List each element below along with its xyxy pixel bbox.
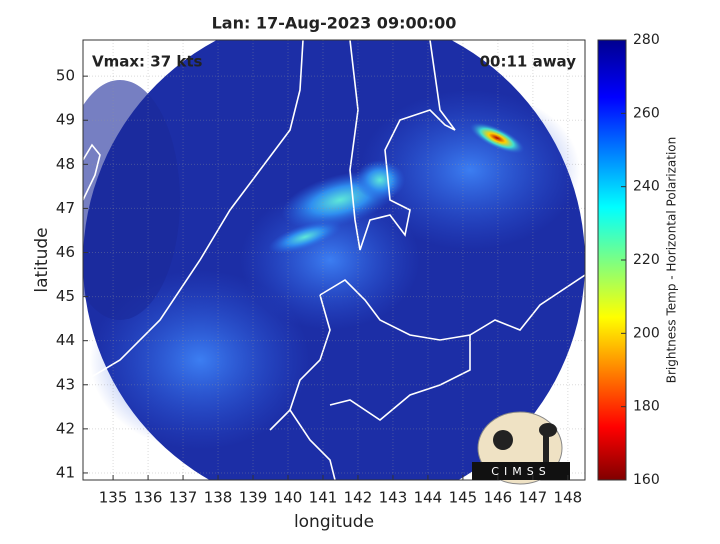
y-tick-label: 47 <box>56 199 75 217</box>
annotation: Vmax: 37 kts <box>92 53 202 71</box>
x-tick-label: 144 <box>414 489 443 507</box>
y-tick-label: 42 <box>56 419 75 437</box>
y-tick-label: 46 <box>56 243 75 261</box>
colorbar-tick-label: 280 <box>633 32 660 48</box>
x-tick-label: 145 <box>449 489 478 507</box>
colorbar-tick-label: 240 <box>633 179 660 195</box>
colorbar-tick-label: 160 <box>633 472 660 488</box>
colorbar-tick-label: 260 <box>633 105 660 121</box>
x-tick-label: 135 <box>99 489 128 507</box>
imagery <box>83 40 585 480</box>
x-tick-label: 146 <box>484 489 513 507</box>
x-tick-label: 137 <box>169 489 198 507</box>
y-tick-label: 41 <box>56 463 75 481</box>
y-tick-label: 44 <box>56 331 75 349</box>
grid <box>83 40 585 480</box>
annotation: 00:11 away <box>480 53 577 71</box>
x-tick-label: 138 <box>204 489 233 507</box>
x-tick-label: 136 <box>134 489 163 507</box>
logo-text: CIMSS <box>491 465 550 478</box>
x-tick-label: 139 <box>239 489 268 507</box>
plot-frame <box>82 39 586 481</box>
logo: CIMSS <box>472 411 570 485</box>
y-tick-label: 50 <box>56 67 75 85</box>
y-axis-label: latitude <box>32 227 52 292</box>
y-tick-label: 48 <box>56 155 75 173</box>
colorbar-label: Brightness Temp - Horizontal Polarizatio… <box>665 137 679 384</box>
colorbar-tick-label: 220 <box>633 252 660 268</box>
map-title: Lan: 17-Aug-2023 09:00:00 <box>212 14 457 33</box>
x-tick-label: 148 <box>554 489 583 507</box>
x-tick-label: 140 <box>274 489 303 507</box>
x-tick-label: 142 <box>344 489 373 507</box>
y-tick-label: 45 <box>56 287 75 305</box>
colorbar-tick-label: 200 <box>633 325 660 341</box>
x-tick-label: 141 <box>309 489 338 507</box>
y-tick-label: 49 <box>56 111 75 129</box>
colorbar-tick-label: 180 <box>633 399 660 415</box>
x-axis-label: longitude <box>294 512 374 532</box>
y-tick-label: 43 <box>56 375 75 393</box>
coastline <box>83 40 585 480</box>
x-tick-label: 147 <box>519 489 548 507</box>
x-tick-label: 143 <box>379 489 408 507</box>
